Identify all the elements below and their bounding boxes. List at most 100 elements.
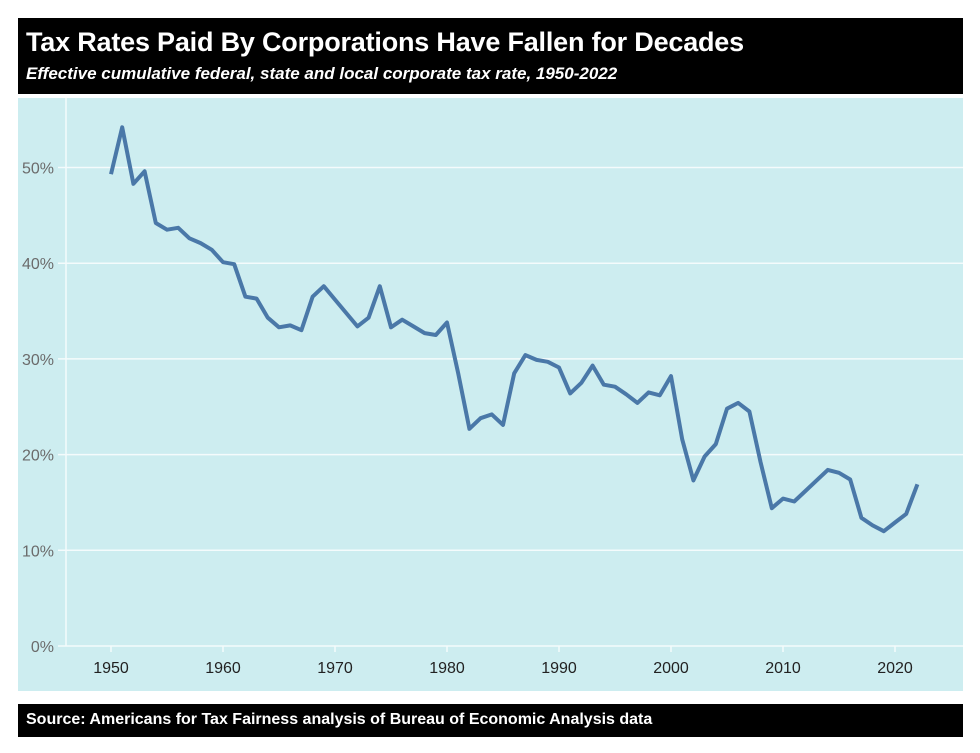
data-point [120,125,124,129]
data-point [747,410,751,414]
data-point [243,295,247,299]
data-point [635,401,639,405]
axes [58,98,963,647]
data-point [434,333,438,337]
data-point [344,311,348,315]
y-tick-label: 50% [22,161,54,178]
data-point [187,236,191,240]
data-point [579,381,583,385]
data-point [602,383,606,387]
data-point [411,324,415,328]
data-point [266,316,270,320]
y-tick-label: 10% [22,543,54,560]
data-point [669,374,673,378]
y-tick-label: 40% [22,256,54,273]
data-point [367,316,371,320]
data-point [400,318,404,322]
data-point [378,284,382,288]
data-point [647,390,651,394]
data-point [288,323,292,327]
data-point [109,172,113,176]
chart-title: Tax Rates Paid By Corporations Have Fall… [26,27,744,57]
x-tick-label: 2020 [877,660,913,677]
data-point [613,385,617,389]
data-point [221,260,225,264]
data-point [893,521,897,525]
data-point [355,324,359,328]
data-point [445,321,449,325]
x-tick-label: 1960 [205,660,241,677]
data-point [815,478,819,482]
data-point [546,360,550,364]
x-tick-label: 2000 [653,660,689,677]
data-point [714,442,718,446]
data-point [523,353,527,357]
data-point [781,497,785,501]
x-tick-label: 2010 [765,660,801,677]
data-point [131,182,135,186]
data-point [904,512,908,516]
x-tick-label: 1950 [93,660,129,677]
data-point [255,297,259,301]
data-point [165,228,169,232]
data-point [501,423,505,427]
data-point [467,427,471,431]
data-point [299,328,303,332]
data-point [736,401,740,405]
data-point [512,371,516,375]
x-tick-label: 1980 [429,660,465,677]
data-point [882,529,886,533]
series-line [109,125,920,534]
data-point [456,371,460,375]
y-axis-ticks: 0% 10% 20% 30% 40% 50% [22,161,54,657]
chart-subtitle: Effective cumulative federal, state and … [26,64,618,83]
line-chart: 0% 10% 20% 30% 40% 50% 1950 1960 1970 1980 1990 20… [22,98,963,677]
x-axis-ticks: 1950 1960 1970 1980 1990 2000 2010 2020 [93,646,913,677]
data-point [792,499,796,503]
y-tick-label: 0% [31,639,54,656]
data-point [490,412,494,416]
data-point [591,364,595,368]
data-point [826,468,830,472]
data-point [859,516,863,520]
data-point [333,298,337,302]
data-point [277,325,281,329]
data-point [691,478,695,482]
y-tick-label: 30% [22,352,54,369]
data-point [915,482,919,486]
data-point [210,248,214,252]
data-point [803,489,807,493]
data-point [232,262,236,266]
source-bar: Source: Americans for Tax Fairness analy… [18,704,963,737]
data-point [557,366,561,370]
data-point [199,241,203,245]
data-point [154,221,158,225]
data-point [658,393,662,397]
data-point [311,295,315,299]
data-point [176,226,180,230]
data-point [535,358,539,362]
data-point [770,506,774,510]
data-point [389,325,393,329]
data-point [848,477,852,481]
y-tick-label: 20% [22,448,54,465]
data-point [143,169,147,173]
data-point [680,437,684,441]
data-point [479,416,483,420]
data-point [624,392,628,396]
plot-panel: 0% 10% 20% 30% 40% 50% 1950 1960 1970 1980 1990 20… [18,98,963,691]
series-layer [109,125,920,534]
data-point [322,284,326,288]
x-tick-label: 1970 [317,660,353,677]
data-point [703,455,707,459]
data-point [725,407,729,411]
source-note: Source: Americans for Tax Fairness analy… [26,711,653,728]
data-point [423,331,427,335]
data-point [837,471,841,475]
data-point [568,391,572,395]
data-point [871,523,875,527]
title-bar: Tax Rates Paid By Corporations Have Fall… [18,18,963,94]
data-point [759,460,763,464]
gridlines [58,166,963,552]
x-tick-label: 1990 [541,660,577,677]
